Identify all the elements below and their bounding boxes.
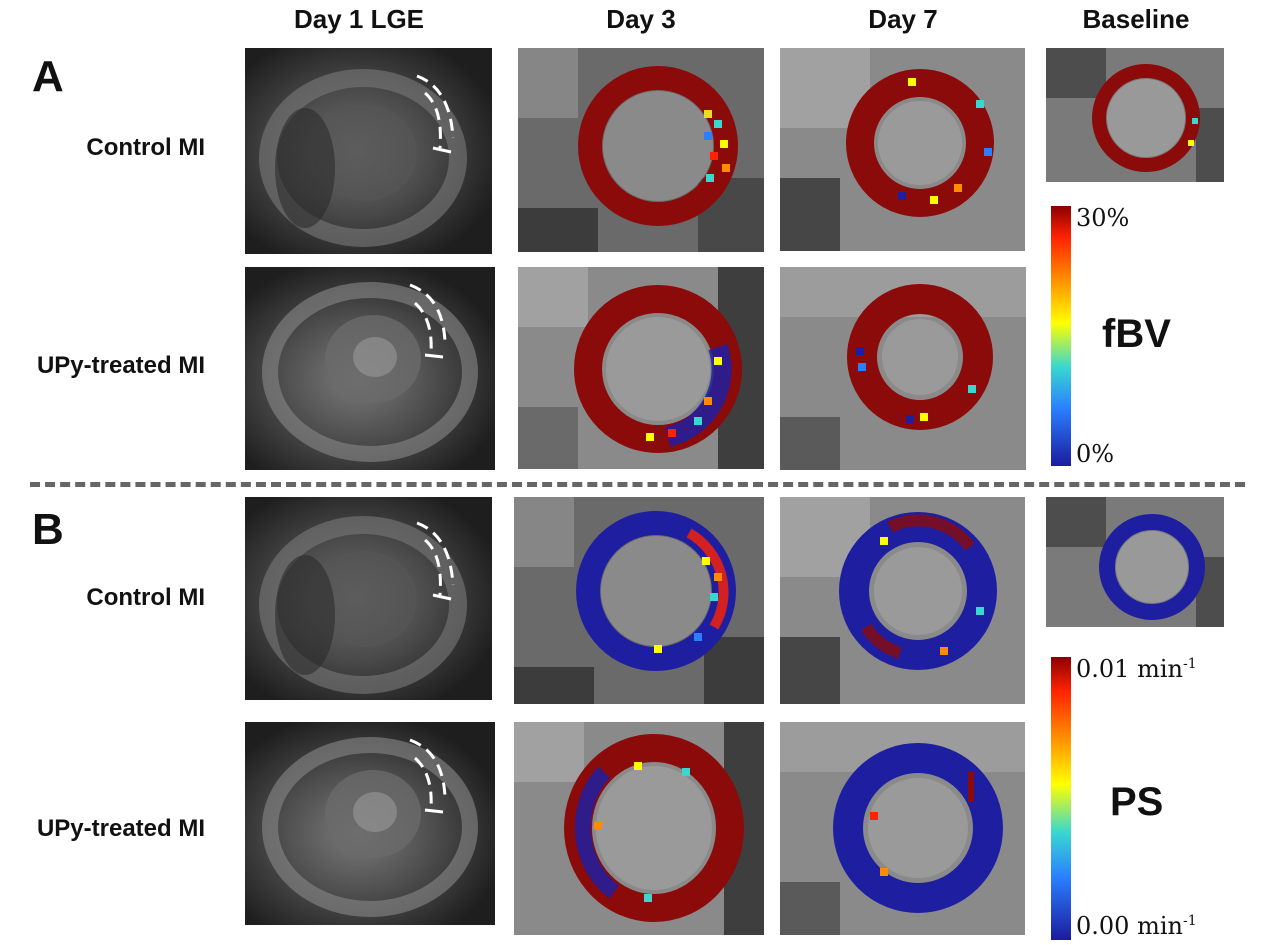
panel-letter-b: B bbox=[32, 505, 64, 554]
row-label-a-upy: UPy-treated MI bbox=[36, 352, 205, 379]
image-b-control-day3 bbox=[514, 497, 764, 704]
image-a-upy-day3 bbox=[518, 267, 764, 469]
image-a-control-day3 bbox=[518, 48, 764, 252]
image-b-control-day7 bbox=[780, 497, 1025, 704]
metric-label-ps: PS bbox=[1110, 780, 1164, 824]
colorbar-ps-max-value: 0.01 min bbox=[1076, 655, 1183, 683]
panel-letter-a: A bbox=[32, 52, 64, 101]
colorbar-ps-max: 0.01 min-1 bbox=[1076, 655, 1197, 683]
image-b-baseline bbox=[1046, 497, 1224, 627]
column-header-day7: Day 7 bbox=[868, 4, 938, 34]
image-b-upy-day7 bbox=[780, 722, 1025, 935]
column-header-day1-lge: Day 1 LGE bbox=[293, 4, 425, 34]
image-b-upy-day3 bbox=[514, 722, 764, 935]
metric-label-fbv: fBV bbox=[1102, 312, 1171, 356]
colorbar-ps-min-exponent: -1 bbox=[1182, 913, 1197, 929]
image-a-upy-day7 bbox=[780, 267, 1026, 470]
image-a-upy-day1-lge bbox=[245, 267, 495, 470]
panel-divider bbox=[30, 482, 1245, 487]
colorbar-ps-min: 0.00 min-1 bbox=[1076, 912, 1197, 940]
image-b-control-day1-lge bbox=[245, 497, 492, 700]
colorbar-ps-min-value: 0.00 min bbox=[1076, 912, 1183, 940]
colorbar-ps bbox=[1051, 657, 1071, 940]
row-label-b-upy: UPy-treated MI bbox=[36, 815, 205, 842]
colorbar-fbv-min: 0% bbox=[1076, 440, 1115, 468]
colorbar-ps-max-exponent: -1 bbox=[1182, 656, 1197, 672]
image-a-control-day1-lge bbox=[245, 48, 492, 254]
colorbar-fbv-max: 30% bbox=[1076, 204, 1130, 232]
image-b-upy-day1-lge bbox=[245, 722, 495, 925]
image-a-control-day7 bbox=[780, 48, 1025, 251]
row-label-a-control: Control MI bbox=[86, 134, 205, 161]
colorbar-fbv bbox=[1051, 206, 1071, 466]
row-label-b-control: Control MI bbox=[86, 584, 205, 611]
image-a-baseline bbox=[1046, 48, 1224, 182]
column-header-baseline: Baseline bbox=[1082, 4, 1190, 34]
column-header-day3: Day 3 bbox=[606, 4, 676, 34]
